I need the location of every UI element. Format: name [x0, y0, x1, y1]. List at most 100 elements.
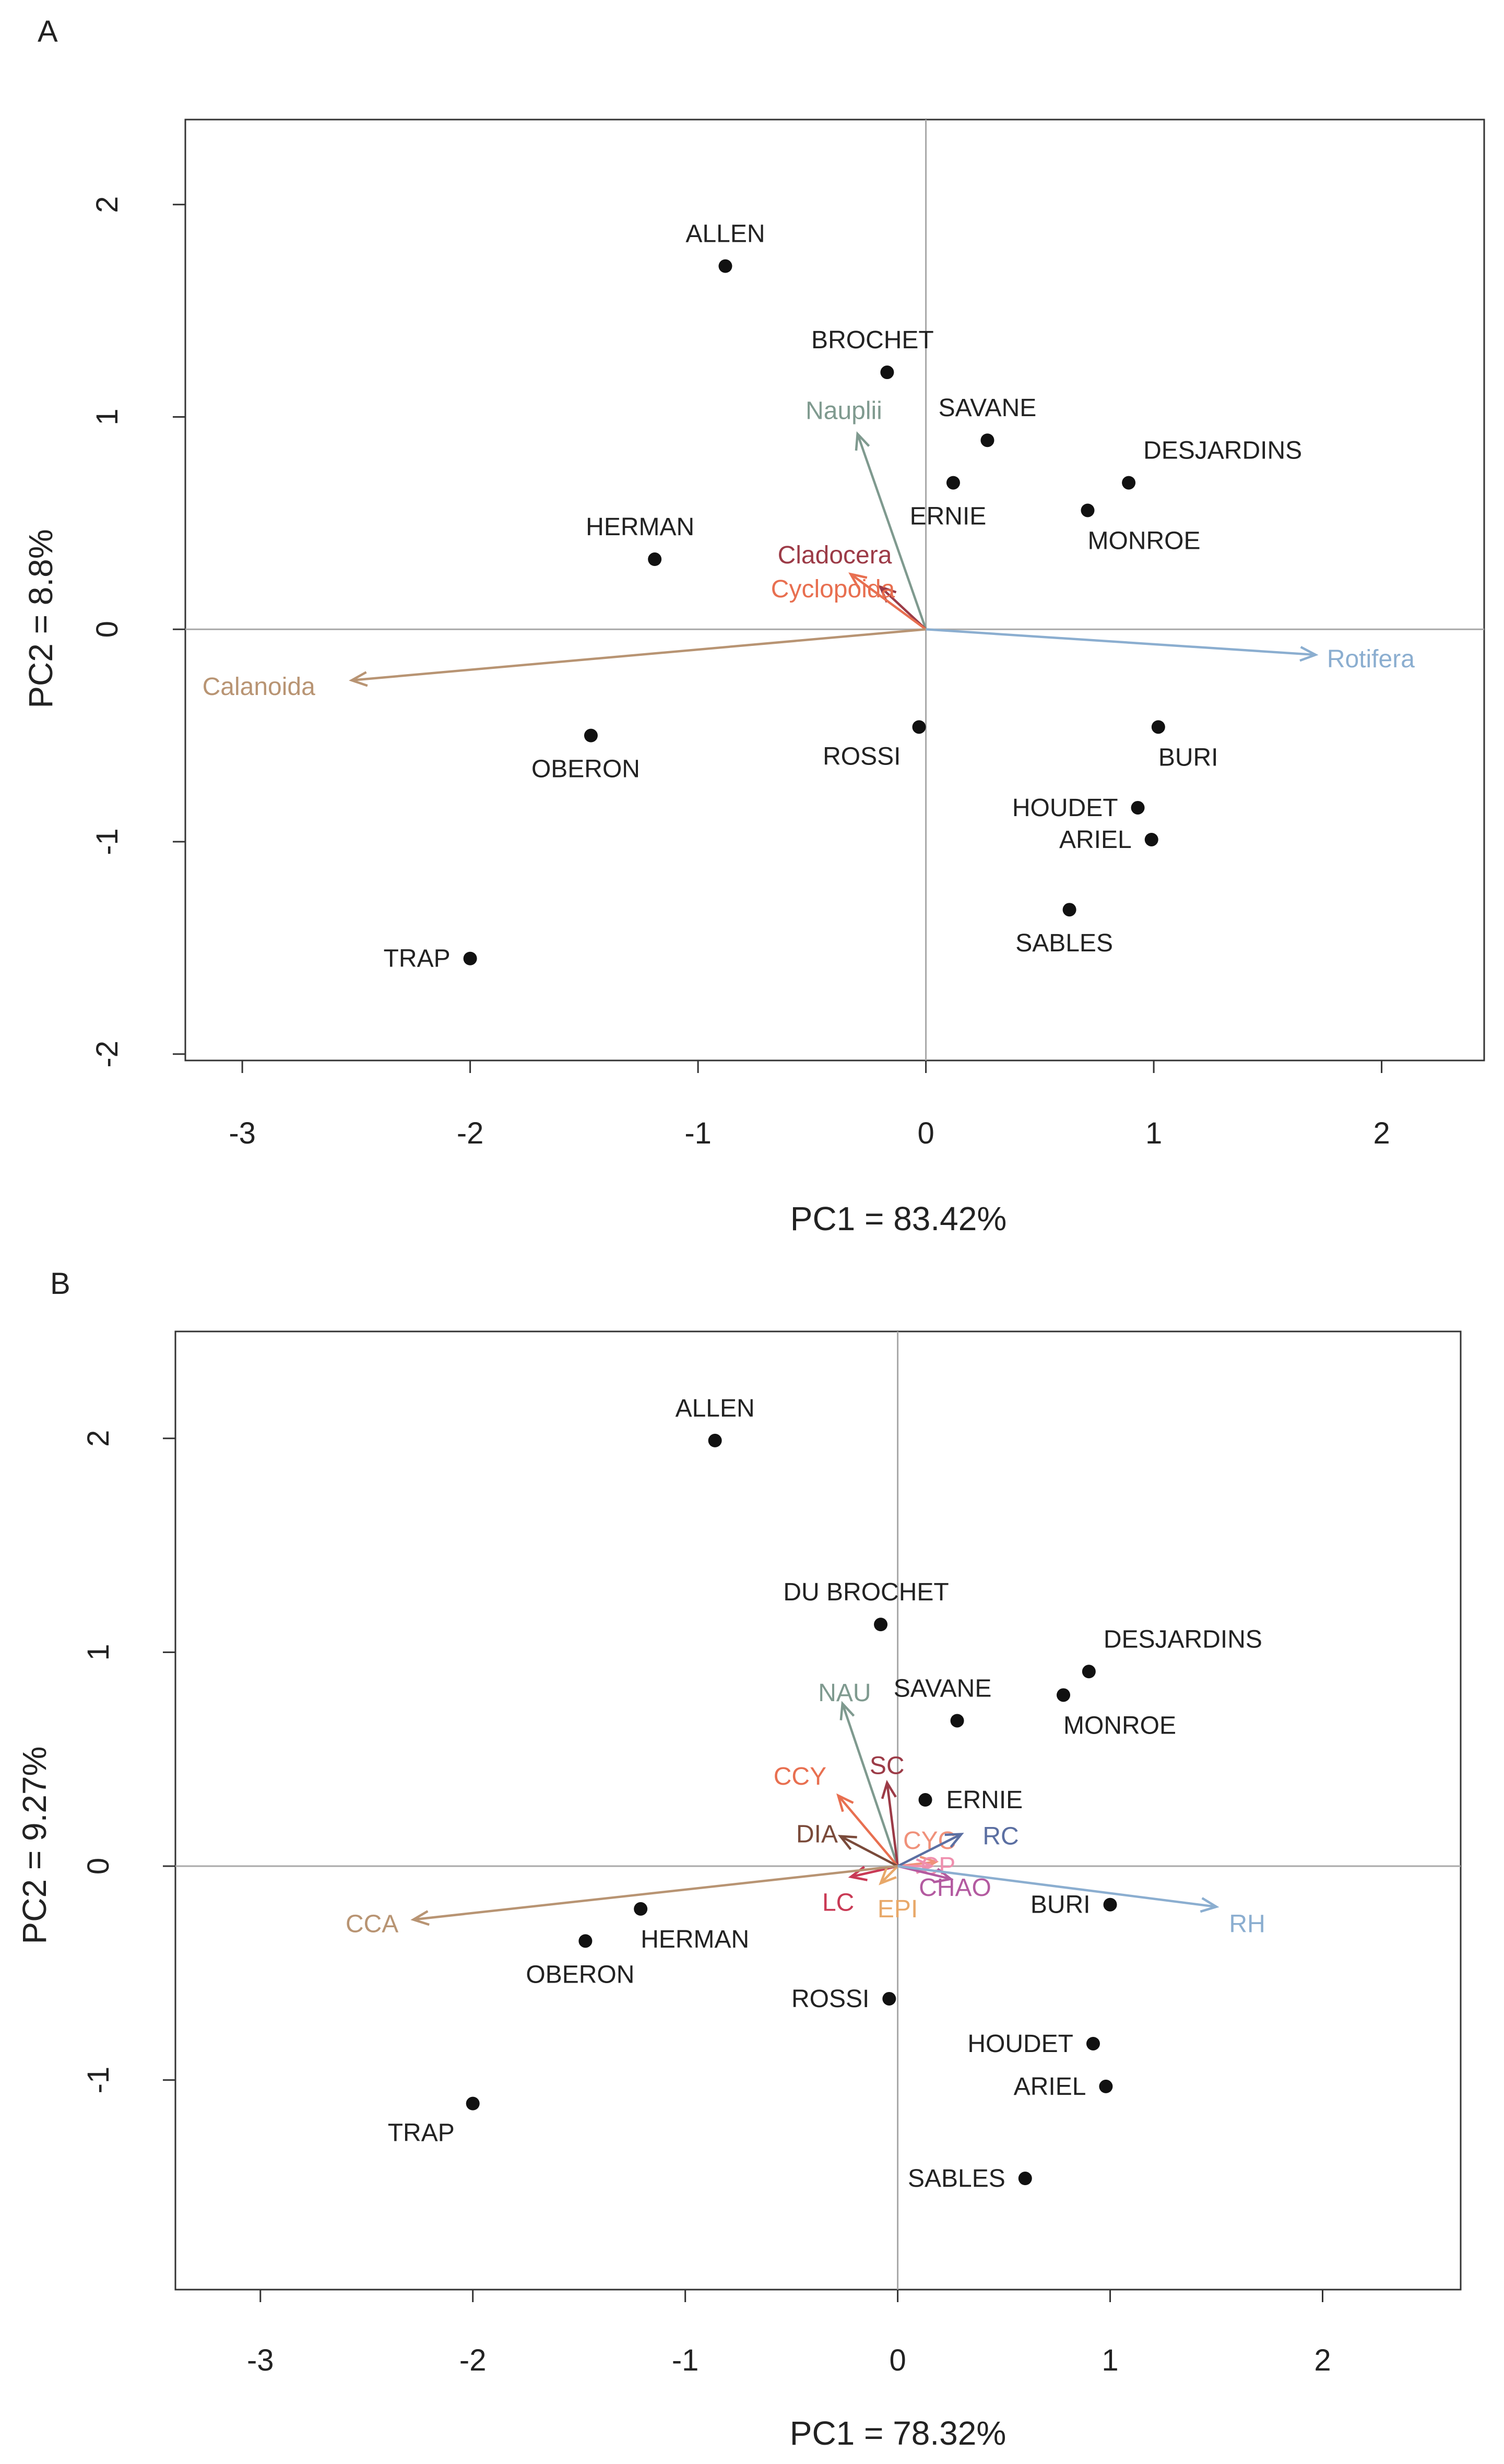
panel-b-vector-nau-arrowhead	[839, 1701, 855, 1720]
panel-a-point-allen	[718, 259, 732, 273]
panel-b-point-savane	[950, 1714, 964, 1728]
panel-b-point-ernie	[918, 1793, 932, 1807]
panel-b-point-du-brochet	[874, 1618, 888, 1632]
panel-b-point-herman	[634, 1902, 648, 1916]
panel-b-point-monroe	[1057, 1688, 1071, 1702]
panel-b-point-oberon-label: OBERON	[526, 1961, 634, 1988]
panel-a: A -3 -2 -1 0 1 2 -2 -1 0 1 2 Nauplii Cladocera Cyclo…	[22, 15, 1485, 1237]
panel-b-point-oberon	[578, 1934, 593, 1948]
panel-b-point-allen-label: ALLEN	[676, 1395, 755, 1422]
panel-a-point-buri	[1151, 720, 1165, 734]
panel-b-point-houdet	[1086, 2036, 1100, 2050]
panel-b-x-tick-label: 1	[1102, 2343, 1118, 2377]
panel-a-x-tick-label: -3	[229, 1116, 256, 1150]
panel-a-point-houdet	[1131, 800, 1145, 815]
panel-a-point-sables-label: SABLES	[1015, 929, 1113, 957]
panel-b-x-axis-title: PC1 = 78.32%	[790, 2414, 1006, 2452]
panel-b-vector-cca-arrowhead	[410, 1910, 430, 1926]
panel-b-point-savane-label: SAVANE	[894, 1675, 992, 1702]
panel-a-x-tick-label: 1	[1145, 1116, 1162, 1150]
panel-a-vector-nauplii-label: Nauplii	[806, 397, 882, 425]
panel-b-vector-dia-arrow	[839, 1835, 898, 1867]
panel-a-point-herman-label: HERMAN	[586, 513, 694, 541]
panel-b-vector-dia-label: DIA	[796, 1821, 838, 1848]
panel-a-vector-calanoida-label: Calanoida	[203, 673, 315, 701]
panel-a-vector-cyclopoida-arrow	[850, 573, 927, 631]
panel-b-vector-cca-arrow	[413, 1865, 898, 1921]
panel-b-point-sables	[1018, 2172, 1032, 2186]
panel-a-site-points: ALLEN BROCHET SAVANE DESJARDINS ERNIE MONROE H…	[384, 220, 1302, 973]
panel-b-vector-sc-arrowhead	[881, 1779, 897, 1799]
panel-a-zero-lines	[185, 120, 1484, 1060]
panel-b-vector-cp-arrowhead	[916, 1858, 935, 1874]
panel-b-vector-epi-arrowhead	[879, 1867, 897, 1885]
panel-a-x-tick-label: 2	[1373, 1116, 1390, 1150]
panel-b-vector-ccy-arrowhead	[836, 1793, 854, 1812]
panel-a-x-tick-label: 0	[917, 1116, 934, 1150]
panel-b-point-buri-label: BURI	[1031, 1891, 1091, 1919]
panel-b-point-trap	[466, 2096, 480, 2111]
panel-a-axis-ticks: -3 -2 -1 0 1 2 -2 -1 0 1 2	[90, 196, 1390, 1150]
panel-a-vector-cyclopoida-label: Cyclopoida	[771, 575, 895, 603]
panel-b-point-rossi	[882, 1991, 896, 2006]
panel-a-y-tick-label: 1	[90, 408, 124, 425]
panel-b-y-tick-label: 1	[81, 1644, 115, 1660]
panel-a-x-tick-label: -2	[457, 1116, 484, 1150]
panel-b-y-tick-label: 2	[81, 1430, 115, 1447]
panel-a-point-herman	[648, 552, 662, 567]
panel-b-x-tick-label: 2	[1314, 2343, 1331, 2377]
panel-a-vector-calanoida-arrow	[351, 628, 926, 682]
panel-a-point-allen-label: ALLEN	[685, 220, 765, 248]
panel-a-vector-cyclopoida-arrowhead	[848, 572, 868, 590]
panel-b-vector-chao-label: CHAO	[919, 1874, 991, 1902]
panel-a-plot-frame	[184, 119, 1485, 1062]
panel-b-vector-dia-arrowhead	[837, 1835, 857, 1850]
panel-b-zero-lines	[175, 1331, 1461, 2290]
panel-b-vector-rc-arrow	[897, 1833, 962, 1868]
panel-a-point-oberon-label: OBERON	[531, 756, 640, 783]
panel-a-point-savane-label: SAVANE	[939, 394, 1037, 422]
panel-a-point-sables	[1062, 903, 1076, 917]
panel-a-point-trap-label: TRAP	[384, 945, 451, 973]
panel-b-x-tick-label: 0	[889, 2343, 906, 2377]
panel-a-point-ernie	[946, 476, 960, 490]
panel-a-vector-calanoida-arrowhead	[349, 671, 368, 687]
panel-b-point-rossi-label: ROSSI	[791, 1985, 869, 2013]
panel-b-y-tick-label: -1	[81, 2067, 115, 2094]
panel-b-point-monroe-label: MONROE	[1063, 1712, 1176, 1739]
panel-b-point-herman-label: HERMAN	[641, 1926, 749, 1953]
panel-b-point-desjardins	[1082, 1665, 1096, 1679]
panel-b-site-points: ALLEN DU BROCHET DESJARDINS SAVANE MONROE ERN…	[388, 1395, 1262, 2192]
panel-b-x-tick-label: -2	[459, 2343, 487, 2377]
panel-a-point-oberon	[584, 728, 598, 742]
panel-a-letter: A	[38, 15, 58, 49]
panel-b-vector-sc-label: SC	[870, 1752, 905, 1779]
panel-b-x-tick-label: -1	[672, 2343, 699, 2377]
panel-b-point-allen	[708, 1433, 722, 1447]
panel-b-point-ariel	[1099, 2079, 1113, 2093]
panel-b-vector-nau-label: NAU	[818, 1679, 871, 1707]
panel-a-point-rossi-label: ROSSI	[823, 742, 901, 770]
panel-a-x-tick-label: -1	[684, 1116, 712, 1150]
panel-b-point-houdet-label: HOUDET	[967, 2030, 1073, 2058]
panel-b-vector-epi-label: EPI	[878, 1895, 918, 1923]
panel-b-point-sables-label: SABLES	[908, 2165, 1005, 2192]
panel-a-point-brochet	[880, 366, 894, 380]
panel-a-point-monroe-label: MONROE	[1088, 527, 1201, 555]
panel-b-point-desjardins-label: DESJARDINS	[1104, 1625, 1262, 1653]
panel-b-axis-ticks: -3 -2 -1 0 1 2 -1 0 1 2	[81, 1430, 1331, 2377]
panel-b-vector-rh-arrow	[897, 1865, 1217, 1908]
panel-a-point-ariel-label: ARIEL	[1059, 826, 1132, 854]
panel-b-vector-epi-arrow	[880, 1865, 899, 1884]
panel-b-plot-frame	[174, 1330, 1462, 2291]
panel-b-vector-rh-arrowhead	[1200, 1897, 1219, 1913]
panel-a-point-buri-label: BURI	[1158, 744, 1218, 771]
panel-b-vector-sc-arrow	[886, 1782, 899, 1867]
panel-a-y-axis-title: PC2 = 8.8%	[22, 529, 60, 708]
panel-b-point-ernie-label: ERNIE	[946, 1786, 1023, 1814]
panel-b-vector-cca-label: CCA	[346, 1911, 398, 1938]
panel-a-y-tick-label: 0	[90, 621, 124, 638]
panel-b-letter: B	[50, 1267, 70, 1301]
